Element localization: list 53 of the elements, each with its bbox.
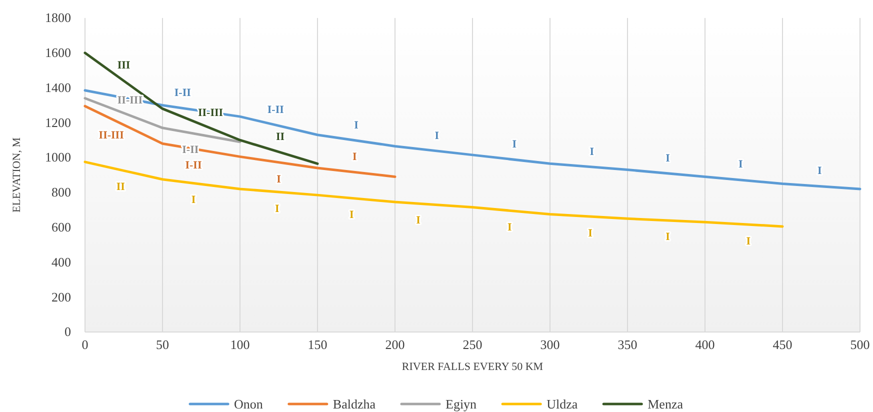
legend-label: Baldzha	[332, 396, 376, 412]
y-tick-label: 1400	[45, 80, 71, 95]
annotation: I-II	[185, 160, 202, 172]
annotation: II	[116, 180, 125, 193]
y-tick-label: 1000	[45, 150, 71, 165]
y-tick-label: 600	[52, 219, 71, 234]
x-tick-label: 0	[82, 337, 88, 352]
annotation: I	[818, 165, 822, 178]
annotation: I	[512, 138, 516, 150]
annotation: I	[275, 202, 280, 215]
x-axis-title: RIVER FALLS EVERY 50 KM	[402, 361, 544, 373]
annotation: I	[434, 130, 439, 142]
x-tick-label: 450	[772, 337, 792, 352]
annotation: I	[588, 227, 592, 240]
annotation: III	[117, 60, 130, 72]
annotation: I	[416, 214, 420, 226]
line-series	[84, 89, 862, 190]
x-tick-label: 500	[850, 337, 870, 352]
annotation: I	[354, 119, 358, 132]
y-tick-label: 1800	[45, 10, 71, 26]
y-tick-label: 400	[52, 254, 71, 270]
annotation: I	[352, 151, 357, 164]
annotation: II	[276, 131, 285, 144]
y-axis-title: ELEVATION, M	[11, 137, 23, 212]
legend-label: Egiyn	[446, 396, 478, 412]
x-tick-label: 250	[462, 337, 482, 352]
annotation: I	[276, 173, 281, 186]
x-tick-label: 100	[230, 337, 250, 352]
annotation: I	[746, 235, 751, 248]
x-tick-label: 200	[385, 337, 405, 352]
legend-label: Uldza	[546, 396, 578, 412]
y-tick-label: 1200	[45, 114, 71, 130]
x-tick-label: 400	[695, 337, 715, 352]
x-tick-label: 50	[156, 337, 169, 352]
annotation: I	[590, 146, 594, 158]
annotation: I	[508, 221, 512, 234]
annotation: I-II	[267, 104, 284, 116]
x-tick-label: 150	[308, 337, 328, 352]
x-tick-label: 350	[618, 337, 638, 352]
y-tick-label: 800	[52, 184, 71, 200]
legend-label: Onon	[234, 396, 264, 412]
annotation: I	[191, 194, 196, 206]
y-tick-label: 1600	[45, 45, 71, 60]
legend-label: Menza	[648, 396, 684, 412]
annotation: I	[666, 231, 670, 244]
annotation: II-III	[98, 130, 124, 142]
annotation: I	[738, 158, 743, 171]
annotation: I-II	[174, 87, 191, 100]
annotation: I	[666, 152, 670, 164]
y-tick-label: 0	[64, 324, 71, 340]
x-tick-label: 300	[540, 337, 560, 352]
y-tick-label: 200	[52, 289, 71, 304]
annotation: I	[349, 209, 354, 222]
